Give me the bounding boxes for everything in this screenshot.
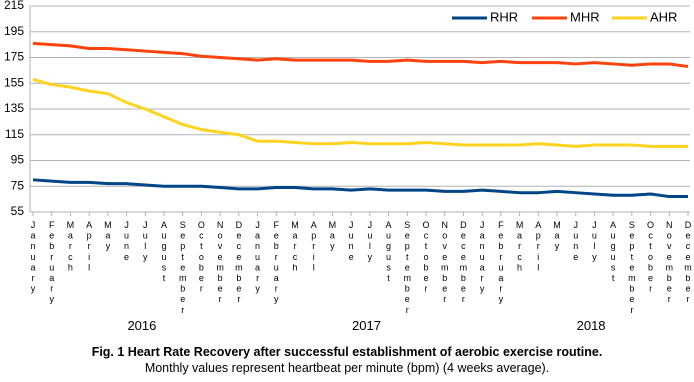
y-tick-label: 75 [11, 178, 25, 192]
x-tick-label: May [552, 220, 562, 252]
x-tick-label: November [440, 220, 450, 305]
y-tick-label: 115 [5, 127, 24, 141]
x-tick-label: January [253, 220, 263, 294]
x-tick-label: November [215, 220, 225, 305]
legend-label: AHR [650, 9, 677, 24]
x-tick-label: March [65, 220, 75, 273]
x-tick-label: May [103, 220, 113, 252]
y-tick-label: 135 [4, 101, 24, 115]
x-tick-label: March [515, 220, 525, 273]
x-tick-label: May [327, 220, 337, 252]
x-tick-label: October [196, 220, 206, 294]
x-tick-label: September [178, 220, 188, 315]
y-tick-label: 55 [11, 204, 25, 218]
chart-subtitle: Monthly values represent heartbeat per m… [145, 361, 549, 375]
y-tick-label: 175 [4, 50, 24, 64]
x-tick-label: April [533, 220, 543, 273]
legend-label: RHR [490, 9, 518, 24]
x-tick-label: February [271, 220, 281, 305]
series-line [32, 77, 688, 148]
year-label: 2017 [352, 318, 381, 333]
x-tick-label: July [365, 220, 375, 262]
y-tick-label: 95 [11, 153, 25, 167]
x-tick-label: February [496, 220, 506, 305]
x-tick-label: January [477, 220, 487, 294]
x-tick-label: July [589, 220, 599, 262]
x-tick-label: February [47, 220, 57, 305]
x-tick-label: March [290, 220, 300, 273]
x-tick-label: April [309, 220, 319, 273]
x-tick-label: October [421, 220, 431, 294]
x-tick-label: December [683, 220, 693, 305]
y-tick-label: 195 [4, 24, 24, 38]
x-tick-label: December [458, 220, 468, 305]
series-line [32, 41, 689, 68]
x-tick-label: August [384, 220, 394, 284]
y-tick-label: 155 [4, 75, 24, 89]
x-tick-label: September [627, 220, 637, 315]
x-tick-label: January [28, 220, 38, 294]
x-tick-label: April [84, 220, 94, 273]
year-label: 2018 [577, 318, 606, 333]
x-tick-label: August [608, 220, 618, 284]
x-tick-label: July [140, 220, 150, 262]
x-tick-label: June [122, 220, 132, 262]
x-tick-label: December [234, 220, 244, 305]
year-label: 2016 [127, 318, 156, 333]
y-tick-label: 215 [4, 0, 24, 12]
x-tick-label: September [402, 220, 412, 315]
x-tick-label: August [159, 220, 169, 284]
x-tick-label: October [646, 220, 656, 294]
x-tick-label: June [571, 220, 581, 262]
series-line [32, 178, 688, 199]
legend-label: MHR [570, 9, 600, 24]
x-tick-label: June [346, 220, 356, 262]
x-tick-label: November [664, 220, 674, 305]
chart-title: Fig. 1 Heart Rate Recovery after success… [92, 345, 603, 359]
